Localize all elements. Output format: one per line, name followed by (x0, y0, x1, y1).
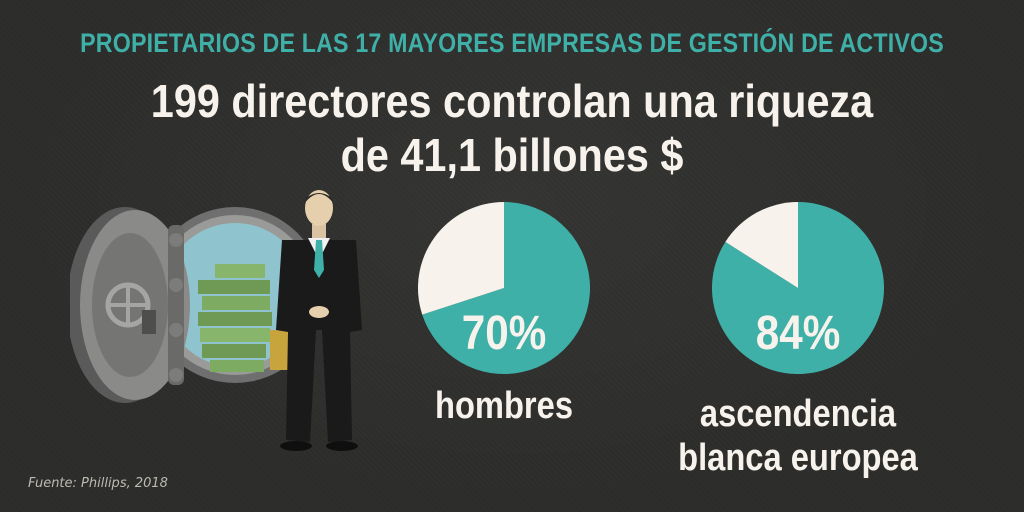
money-stacks-icon (198, 264, 290, 372)
headline-line-1: 199 directores controlan una riqueza (150, 75, 874, 127)
vault-illustration (70, 190, 362, 451)
headline: 199 directores controlan una riqueza de … (51, 74, 973, 182)
pie-chart-ascendencia: 84% (712, 202, 884, 374)
kicker-title: PROPIETARIOS DE LAS 17 MAYORES EMPRESAS … (80, 28, 944, 58)
pie-slice-0-1 (418, 202, 504, 315)
pie-slice-0-0 (422, 202, 590, 374)
pie-value-hombres: 70% (461, 307, 547, 360)
pie-label-ascendencia-line-1: ascendencia (699, 393, 897, 435)
businessman-icon (276, 190, 362, 451)
pie-value-ascendencia: 84% (755, 307, 841, 360)
pie-slice-1-1 (725, 202, 798, 288)
pie-svg-ascendencia (712, 202, 884, 374)
pie-label-hombres: hombres (418, 384, 590, 428)
pie-label-ascendencia: ascendencia blanca europea (678, 392, 919, 480)
vault-door (70, 207, 190, 403)
source-note: Fuente: Phillips, 2018 (28, 476, 168, 491)
pie-label-ascendencia-line-2: blanca europea (678, 437, 918, 479)
pie-svg-hombres (418, 202, 590, 374)
pie-chart-hombres: 70% (418, 202, 590, 374)
pie-label-hombres-line-1: hombres (434, 385, 574, 427)
headline-line-2: de 41,1 billones $ (340, 129, 684, 181)
